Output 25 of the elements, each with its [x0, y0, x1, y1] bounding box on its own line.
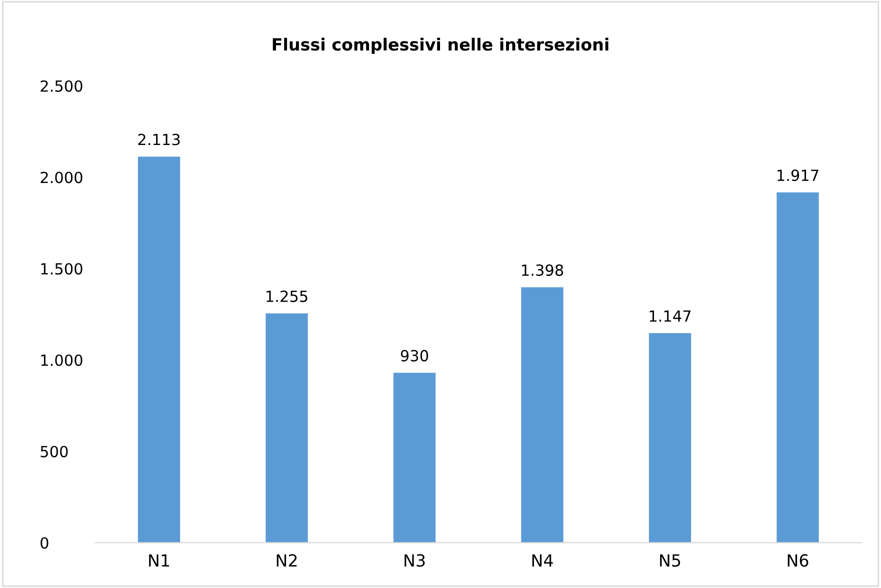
bar: [521, 287, 564, 543]
data-label: 1.398: [522, 264, 564, 276]
y-tick-label: 1.500: [41, 263, 82, 275]
x-tick-label: N4: [532, 554, 553, 566]
bar: [393, 372, 436, 543]
data-label: 1.917: [778, 170, 818, 182]
bar: [648, 333, 692, 543]
data-label: 1.255: [266, 290, 308, 302]
x-tick-label: N5: [660, 554, 680, 567]
data-label: 1.147: [650, 310, 691, 322]
y-tick-label: 500: [40, 446, 68, 458]
y-tick-label: 0: [40, 537, 48, 549]
data-label: 930: [400, 350, 428, 362]
bar: [266, 313, 308, 543]
x-tick-label: N1: [149, 554, 170, 566]
bar: [776, 192, 819, 543]
chart-title: Flussi complessivi nelle intersezioni: [272, 38, 608, 54]
x-tick-label: N6: [788, 554, 808, 567]
y-tick-label: 2.500: [40, 80, 82, 92]
data-label: 2.113: [138, 134, 180, 146]
x-tick-label: N3: [404, 554, 425, 567]
x-tick-label: N2: [276, 554, 297, 566]
y-tick-label: 1.000: [41, 354, 82, 366]
bar: [138, 156, 180, 543]
y-tick-label: 2.000: [40, 172, 82, 184]
